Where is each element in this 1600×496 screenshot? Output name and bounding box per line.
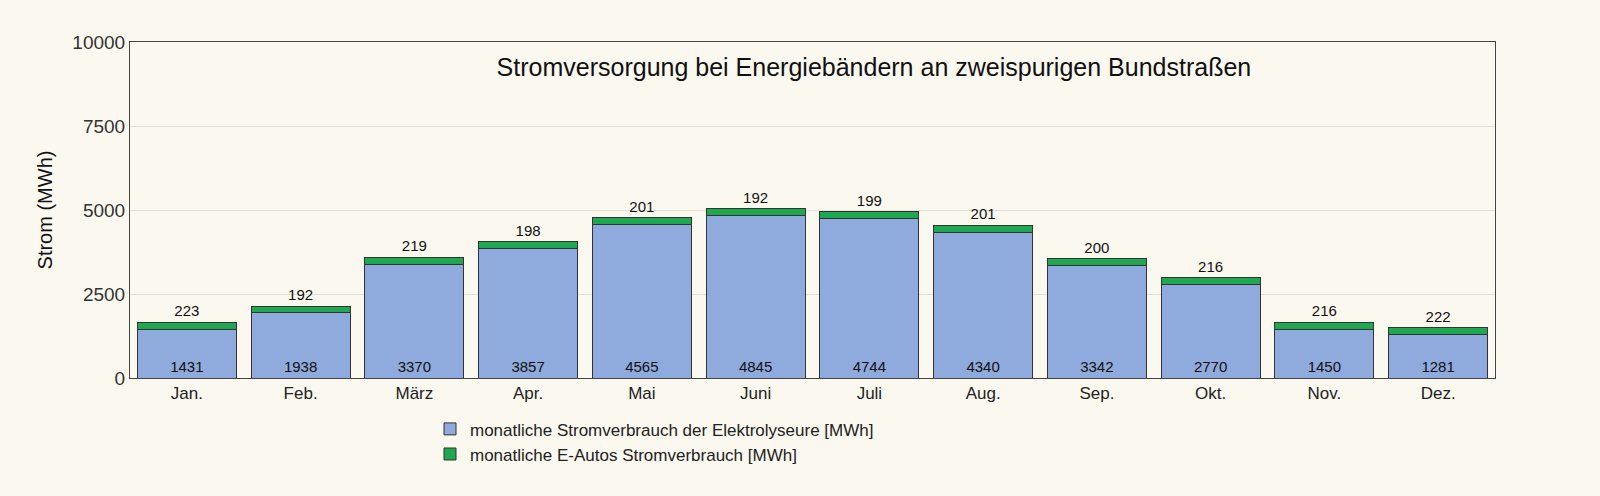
svg-text:5000: 5000 [83, 200, 125, 221]
svg-text:Stromversorgung bei Energiebän: Stromversorgung bei Energiebändern an zw… [497, 53, 1252, 81]
svg-text:Strom (MWh): Strom (MWh) [34, 151, 56, 270]
svg-text:223: 223 [174, 302, 199, 319]
svg-text:4565: 4565 [625, 358, 658, 375]
svg-text:3370: 3370 [398, 358, 431, 375]
svg-text:monatliche E-Autos Stromverbra: monatliche E-Autos Stromverbrauch [MWh] [470, 446, 797, 465]
svg-text:10000: 10000 [72, 32, 125, 53]
svg-text:192: 192 [288, 286, 313, 303]
svg-text:Dez.: Dez. [1421, 384, 1456, 403]
svg-text:März: März [395, 384, 433, 403]
svg-text:4845: 4845 [739, 358, 772, 375]
svg-text:Juli: Juli [857, 384, 883, 403]
svg-text:216: 216 [1312, 302, 1337, 319]
svg-text:0: 0 [115, 368, 126, 389]
svg-text:1431: 1431 [170, 358, 203, 375]
svg-text:Juni: Juni [740, 384, 771, 403]
svg-text:201: 201 [971, 205, 996, 222]
svg-text:Feb.: Feb. [284, 384, 318, 403]
svg-text:Sep.: Sep. [1079, 384, 1114, 403]
svg-text:222: 222 [1426, 308, 1451, 325]
svg-text:Apr.: Apr. [513, 384, 543, 403]
svg-text:3342: 3342 [1080, 358, 1113, 375]
svg-text:1281: 1281 [1421, 358, 1454, 375]
svg-text:7500: 7500 [83, 116, 125, 137]
svg-text:199: 199 [857, 192, 882, 209]
svg-text:monatliche Stromverbrauch der: monatliche Stromverbrauch der Elektrolys… [470, 421, 873, 440]
svg-text:198: 198 [516, 222, 541, 239]
svg-text:192: 192 [743, 189, 768, 206]
svg-text:219: 219 [402, 237, 427, 254]
svg-text:3857: 3857 [511, 358, 544, 375]
svg-text:Okt.: Okt. [1195, 384, 1226, 403]
svg-text:Aug.: Aug. [966, 384, 1001, 403]
svg-text:4744: 4744 [853, 358, 886, 375]
svg-text:Jan.: Jan. [171, 384, 203, 403]
svg-text:200: 200 [1084, 239, 1109, 256]
svg-text:1938: 1938 [284, 358, 317, 375]
svg-text:201: 201 [629, 198, 654, 215]
svg-text:2770: 2770 [1194, 358, 1227, 375]
svg-text:Nov.: Nov. [1308, 384, 1342, 403]
svg-text:4340: 4340 [966, 358, 999, 375]
svg-text:2500: 2500 [83, 284, 125, 305]
svg-text:1450: 1450 [1308, 358, 1341, 375]
svg-text:Mai: Mai [628, 384, 655, 403]
svg-text:216: 216 [1198, 258, 1223, 275]
